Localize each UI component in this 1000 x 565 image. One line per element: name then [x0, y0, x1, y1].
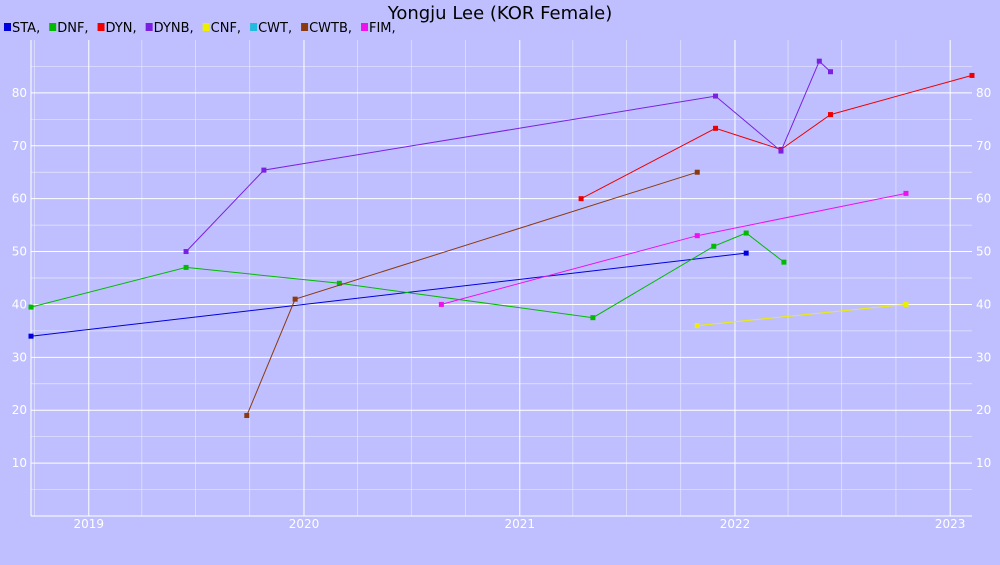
y-tick-label-right: 20: [976, 403, 991, 417]
data-point-cwtb: [244, 413, 250, 419]
y-tick-label-right: 70: [976, 139, 991, 153]
legend: STA, DNF, DYN, DYNB, CNF, CWT, CWTB, FIM,: [4, 21, 396, 36]
data-point-dyn: [713, 125, 719, 131]
data-point-dnf: [590, 315, 596, 321]
series-fim: [438, 190, 909, 307]
data-point-fim: [438, 301, 444, 307]
legend-label-dyn: DYN,: [106, 21, 137, 36]
x-tick-label: 2022: [720, 517, 751, 531]
legend-label-cwtb: CWTB,: [309, 21, 352, 36]
data-point-cwtb: [292, 296, 298, 302]
y-tick-label-left: 60: [12, 192, 27, 206]
series-line-cnf: [697, 303, 907, 327]
data-point-dynb: [261, 167, 267, 173]
y-tick-label-right: 60: [976, 192, 991, 206]
data-point-dnf: [336, 280, 342, 286]
chart-title: Yongju Lee (KOR Female): [387, 3, 613, 24]
y-tick-label-left: 80: [12, 86, 27, 100]
data-point-cwtb: [694, 169, 700, 175]
data-point-fim: [903, 190, 909, 196]
legend-swatch-dyn: [97, 23, 105, 31]
data-point-dnf: [183, 264, 189, 270]
data-point-dnf: [743, 230, 749, 236]
x-axis: 2019 2020 2021 2022 2023: [74, 517, 966, 531]
data-point-dynb: [816, 58, 822, 64]
x-tick-label: 2019: [74, 517, 105, 531]
y-axis-left: 10 20 30 40 50 60 70 80: [12, 86, 27, 470]
legend-swatch-dnf: [49, 23, 57, 31]
y-tick-label-right: 40: [976, 297, 991, 311]
y-tick-label-left: 30: [12, 350, 27, 364]
data-point-dnf: [28, 304, 34, 310]
x-tick-label: 2021: [505, 517, 536, 531]
x-tick-label: 2023: [935, 517, 966, 531]
data-point-dynb: [183, 249, 189, 255]
minor-grid: [31, 40, 972, 516]
data-point-dnf: [711, 243, 717, 249]
legend-label-cwt: CWT,: [258, 21, 292, 36]
data-point-sta: [28, 333, 34, 339]
x-tick-label: 2020: [289, 517, 320, 531]
legend-swatch-cwtb: [301, 23, 309, 31]
series-dnf: [28, 230, 787, 321]
legend-label-dynb: DYNB,: [154, 21, 194, 36]
data-point-dyn: [969, 72, 975, 78]
legend-swatch-dynb: [145, 23, 153, 31]
legend-swatch-cnf: [202, 23, 210, 31]
y-tick-label-right: 10: [976, 456, 991, 470]
series-sta: [28, 250, 749, 339]
y-tick-label-left: 20: [12, 403, 27, 417]
data-point-dyn: [827, 112, 833, 118]
y-tick-label-right: 50: [976, 245, 991, 259]
data-point-dynb: [778, 148, 784, 154]
y-tick-label-right: 30: [976, 350, 991, 364]
data-point-cnf: [694, 323, 700, 329]
y-tick-label-left: 40: [12, 297, 27, 311]
data-point-fim: [694, 233, 700, 239]
legend-swatch-sta: [4, 23, 11, 31]
data-point-dynb: [827, 69, 833, 75]
legend-swatch-fim: [361, 23, 369, 31]
y-tick-label-right: 80: [976, 86, 991, 100]
legend-label-sta: STA,: [12, 21, 40, 36]
legend-label-fim: FIM,: [369, 21, 396, 36]
major-grid: [31, 40, 972, 516]
y-axis-right: 10 20 30 40 50 60 70 80: [976, 86, 991, 470]
legend-swatch-cwt: [250, 23, 258, 31]
series-cwtb: [244, 169, 700, 419]
legend-label-dnf: DNF,: [57, 21, 88, 36]
data-point-sta: [743, 250, 749, 256]
y-tick-label-left: 50: [12, 245, 27, 259]
series-group: [28, 58, 975, 419]
data-point-cnf: [903, 301, 909, 307]
data-point-dnf: [781, 259, 787, 265]
data-point-dynb: [713, 93, 719, 99]
y-tick-label-left: 10: [12, 456, 27, 470]
series-dynb: [183, 58, 833, 255]
y-tick-label-left: 70: [12, 139, 27, 153]
data-point-dyn: [578, 196, 584, 202]
legend-label-cnf: CNF,: [211, 21, 241, 36]
series-cnf: [694, 301, 909, 329]
series-line-sta: [30, 252, 747, 337]
